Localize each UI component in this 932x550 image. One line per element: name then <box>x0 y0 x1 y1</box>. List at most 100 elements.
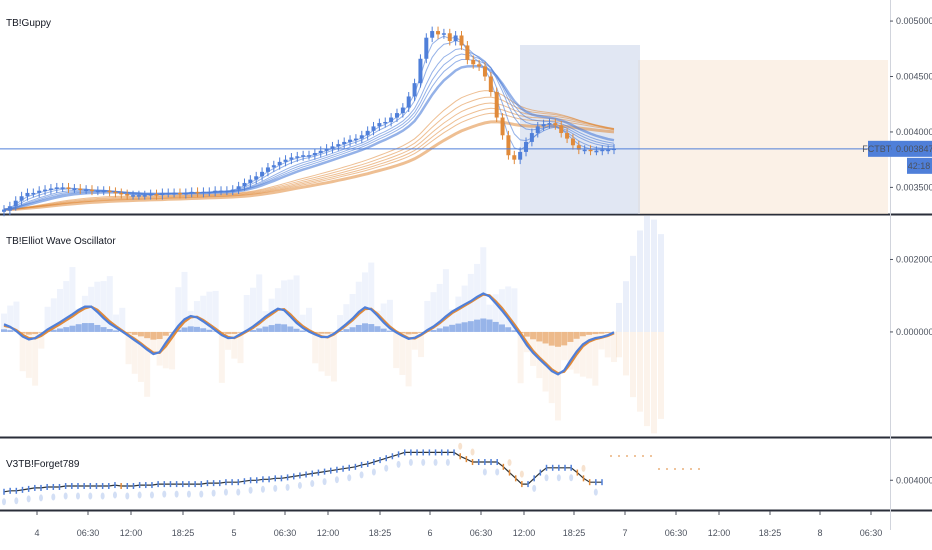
candle-body <box>436 31 441 35</box>
candle-body <box>541 124 546 127</box>
candle-body <box>107 190 112 193</box>
candle-body <box>394 113 399 118</box>
ewo-histogram-bar <box>442 326 449 332</box>
forget-projection-dot <box>666 468 668 470</box>
candle-body <box>265 167 270 172</box>
ewo-histogram-envelope <box>480 247 487 332</box>
time-tick-label: 12:00 <box>708 528 731 538</box>
price-tick-label: 0.00000000 <box>896 327 932 337</box>
ewo-histogram-bar <box>523 331 530 337</box>
candle-body <box>101 190 106 193</box>
ewo-projection-bar <box>623 281 629 332</box>
forget-marker <box>149 491 154 499</box>
ewo-histogram-envelope <box>106 276 113 332</box>
candle-body <box>453 35 458 42</box>
forget-marker <box>199 490 204 498</box>
ewo-histogram-envelope <box>81 295 88 332</box>
ewo-histogram-envelope <box>144 331 151 397</box>
candle-body <box>19 196 24 201</box>
candle-body <box>60 187 65 189</box>
ewo-histogram-envelope <box>262 311 269 332</box>
ewo-histogram-bar <box>162 331 169 336</box>
candle-body <box>166 192 171 195</box>
ewo-histogram-envelope <box>206 291 213 332</box>
ewo-histogram-bar <box>324 331 331 334</box>
time-tick-label: 06:30 <box>274 528 297 538</box>
ewo-histogram-envelope <box>343 304 350 332</box>
candle-body <box>529 133 534 142</box>
ewo-histogram-bar <box>536 331 543 342</box>
candle-body <box>236 186 241 190</box>
ewo-histogram-envelope <box>1 313 7 332</box>
price-tick-label: 0.00400000 <box>896 475 932 485</box>
candle-body <box>359 135 364 139</box>
ewo-histogram-bar <box>187 326 194 332</box>
ewo-histogram-bar <box>461 322 468 332</box>
forget-marker <box>482 468 487 476</box>
candle-body <box>371 126 376 131</box>
forget-marker <box>408 458 413 466</box>
guppy-projection-area <box>638 60 888 214</box>
candle-body <box>488 76 493 93</box>
ewo-histogram-bar <box>50 329 57 332</box>
candle-body <box>535 126 540 134</box>
forget-marker <box>359 471 364 479</box>
candle-body <box>512 155 517 160</box>
ewo-histogram-envelope <box>100 281 107 332</box>
candle-body <box>342 141 347 145</box>
time-tick-label: 06:30 <box>860 528 883 538</box>
ewo-projection-bar <box>630 331 636 398</box>
ewo-projection-bar <box>637 230 643 332</box>
ewo-histogram-bar <box>63 327 70 332</box>
candle-body <box>248 179 253 183</box>
candle-body <box>406 96 411 108</box>
ewo-histogram-bar <box>69 325 76 332</box>
forget-marker <box>38 494 43 502</box>
ewo-histogram-envelope <box>561 331 568 361</box>
time-tick-label: 18:25 <box>759 528 782 538</box>
ewo-histogram-envelope <box>349 294 356 332</box>
candle-body <box>142 195 147 197</box>
candle-body <box>160 192 165 196</box>
ewo-histogram-bar <box>249 330 256 332</box>
ewo-histogram-bar <box>542 331 549 344</box>
ewo-histogram-bar <box>75 324 82 332</box>
ewo-histogram-bar <box>355 324 362 332</box>
ewo-histogram-envelope <box>169 331 176 370</box>
candle-body <box>260 171 265 177</box>
forget-marker <box>162 490 167 498</box>
forget-projection-dot <box>658 468 660 470</box>
candle-body <box>201 191 206 194</box>
candle-body <box>441 33 446 35</box>
candle-body <box>447 33 452 42</box>
forget-projection-dot <box>642 455 644 457</box>
ewo-histogram-bar <box>598 331 605 334</box>
forget-marker <box>14 497 19 505</box>
ewo-histogram-bar <box>467 321 474 332</box>
forget-marker <box>248 486 253 494</box>
time-tick-label: 06:30 <box>665 528 688 538</box>
ewo-histogram-bar <box>131 331 138 335</box>
ewo-histogram-bar <box>125 331 132 334</box>
ewo-histogram-envelope <box>63 281 70 332</box>
forget-marker <box>236 488 241 496</box>
forget-marker <box>421 458 426 466</box>
candle-body <box>348 139 353 142</box>
forget-marker <box>285 483 290 491</box>
forget-projection-dot <box>682 468 684 470</box>
candle-body <box>54 187 59 189</box>
ewo-histogram-bar <box>430 330 437 332</box>
time-tick-label: 18:25 <box>172 528 195 538</box>
ewo-histogram-envelope <box>175 287 182 332</box>
ewo-histogram-envelope <box>249 287 256 332</box>
ewo-projection-bar <box>658 234 664 332</box>
candle-body <box>48 188 53 190</box>
time-tick-label: 5 <box>231 528 236 538</box>
ewo-oscillator-line <box>3 292 615 376</box>
forget-marker <box>63 492 68 500</box>
ewo-histogram-bar <box>505 327 512 332</box>
forget-marker <box>223 488 228 496</box>
candle-body <box>477 64 482 67</box>
ewo-pane-title: TB!Elliot Wave Oscillator <box>6 236 116 247</box>
candle-body <box>2 209 6 212</box>
